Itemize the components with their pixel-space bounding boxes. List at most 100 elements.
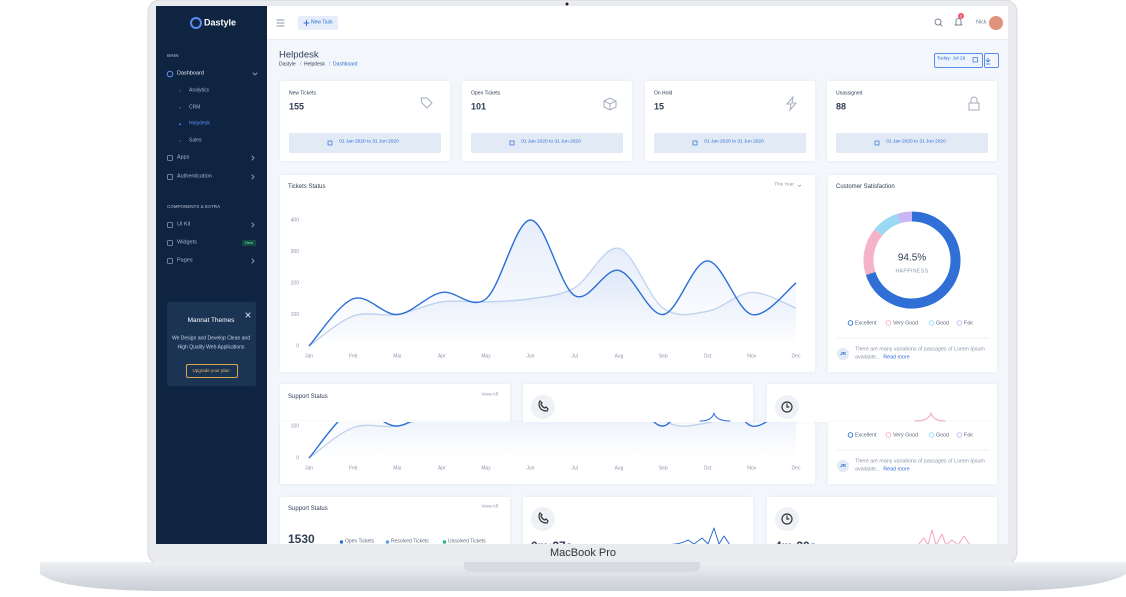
card-title: Tickets Status bbox=[288, 184, 326, 190]
download-button[interactable] bbox=[984, 53, 999, 68]
satisfaction-card bbox=[828, 175, 997, 372]
legend-icon bbox=[928, 432, 935, 438]
menu-item: Authentication bbox=[177, 173, 212, 180]
stat-range: 01 Jan 2020 to 31 Jun 2020 bbox=[704, 139, 764, 145]
legend-dot bbox=[442, 540, 447, 544]
donut-segment bbox=[897, 211, 913, 224]
x-tick-label: Nov bbox=[747, 465, 756, 471]
x-tick-label: Sep bbox=[659, 465, 668, 471]
card-title: Support Status bbox=[288, 394, 328, 400]
support-total: 1530 bbox=[288, 532, 315, 544]
x-tick-label: Oct bbox=[704, 353, 712, 359]
stat-range: 01 Jan 2020 to 31 Jun 2020 bbox=[339, 139, 399, 145]
breadcrumb: Helpdesk bbox=[304, 61, 325, 68]
y-tick-label: 200 bbox=[291, 280, 300, 286]
legend-icon bbox=[885, 432, 892, 438]
calendar-icon bbox=[692, 140, 698, 146]
search-icon[interactable] bbox=[934, 18, 942, 26]
legend-label: Good bbox=[936, 432, 949, 438]
date-button[interactable] bbox=[934, 53, 983, 68]
breadcrumb: Dashboard bbox=[333, 61, 358, 68]
x-tick-label: Oct bbox=[704, 465, 712, 471]
menu-item: Pages bbox=[177, 257, 193, 264]
x-tick-label: Jul bbox=[571, 465, 577, 471]
app: 2 0 100 200 300 400 Jan Feb Mar Apr May Jun Jul Aug S… bbox=[156, 6, 1008, 544]
read-more[interactable]: Read more bbox=[883, 355, 910, 361]
clock-time: 4m:30s bbox=[775, 540, 816, 544]
user-name: Nick bbox=[976, 19, 987, 26]
donut-segment bbox=[863, 229, 883, 275]
breadcrumb-sep: / bbox=[329, 61, 331, 68]
menu-icon bbox=[167, 155, 173, 161]
filter: This Year bbox=[774, 182, 794, 188]
stat-label: On Hold bbox=[654, 90, 673, 97]
section-title: COMPONENTS & EXTRA bbox=[167, 203, 221, 209]
menu-item: Apps bbox=[177, 154, 190, 161]
date-label: Today: Jul 29 bbox=[937, 56, 966, 62]
x-tick-label: Aug bbox=[614, 353, 623, 359]
support-card bbox=[280, 497, 510, 544]
donut-center-value: 94.5% bbox=[898, 253, 926, 264]
read-more[interactable]: Read more bbox=[883, 467, 910, 473]
avatar[interactable] bbox=[989, 16, 1003, 30]
bell-icon[interactable] bbox=[954, 18, 963, 26]
submenu-item: CRM bbox=[189, 104, 201, 111]
x-tick-label: Mar bbox=[393, 353, 402, 359]
topbar bbox=[267, 6, 1008, 40]
legend-label: Excellent bbox=[855, 320, 877, 326]
screen: 2 0 100 200 300 400 Jan Feb Mar Apr May Jun Jul Aug S… bbox=[156, 6, 1008, 544]
comment-avatar-label: JR bbox=[840, 463, 847, 468]
laptop-label: MacBook Pro bbox=[550, 547, 616, 559]
submenu-item: Sales bbox=[189, 137, 202, 144]
legend-icon bbox=[885, 320, 892, 326]
overlay: 2 0 100 200 300 400 Jan Feb Mar Apr May Jun Jul Aug S… bbox=[166, 13, 1003, 544]
legend-label: Excellent bbox=[855, 432, 877, 438]
clock-icon bbox=[781, 401, 793, 413]
range-box bbox=[289, 133, 441, 153]
x-tick-label: Apr bbox=[438, 353, 446, 359]
stat-value: 15 bbox=[654, 101, 665, 112]
stat-icon bbox=[785, 95, 798, 112]
section-title: MAIN bbox=[167, 52, 179, 58]
calendar-icon bbox=[874, 140, 880, 146]
menu-item: Dashboard bbox=[177, 70, 204, 77]
sparkline bbox=[918, 529, 970, 544]
submenu-dot bbox=[179, 90, 181, 92]
x-tick-label: Dec bbox=[792, 465, 801, 471]
promo-button[interactable] bbox=[186, 364, 238, 378]
x-tick-label: Jan bbox=[305, 465, 313, 471]
promo-title: Mannat Themes bbox=[187, 316, 235, 324]
stat-label: New Tickets bbox=[289, 90, 316, 97]
legend-label: Very Good bbox=[893, 320, 918, 326]
satisfaction-panel bbox=[828, 422, 997, 484]
comment-avatar bbox=[837, 460, 849, 472]
stat-range: 01 Jan 2020 to 31 Jun 2020 bbox=[521, 139, 581, 145]
calendar-icon bbox=[327, 140, 333, 146]
close-icon[interactable] bbox=[245, 312, 251, 318]
legend-dot bbox=[339, 540, 344, 544]
view-all: View All bbox=[481, 392, 498, 398]
phone-icon bbox=[538, 399, 549, 412]
plot bbox=[308, 422, 796, 459]
comment-avatar-label: JR bbox=[840, 351, 847, 356]
logo bbox=[190, 17, 202, 29]
legend-dot bbox=[385, 540, 390, 544]
promo-text: We Design and Develop Clean and High Qua… bbox=[171, 335, 250, 351]
phone-icon bbox=[538, 511, 549, 524]
download-icon bbox=[985, 57, 991, 65]
donut-segment bbox=[874, 213, 901, 236]
stat-label: Open Tickets bbox=[471, 90, 501, 97]
submenu-dot bbox=[179, 139, 181, 142]
x-tick-label: Sep bbox=[659, 353, 668, 359]
laptop-base bbox=[40, 562, 1126, 591]
stat-value: 155 bbox=[289, 101, 305, 112]
menu-toggle[interactable] bbox=[276, 19, 285, 27]
legend-icon bbox=[847, 320, 854, 326]
camera bbox=[565, 2, 569, 6]
menu-icon bbox=[167, 174, 173, 180]
submenu-dot bbox=[179, 123, 181, 126]
clock-icon bbox=[781, 513, 793, 525]
new-task-button[interactable] bbox=[298, 16, 338, 30]
series-line bbox=[308, 219, 797, 347]
submenu-item: Helpdesk bbox=[189, 120, 210, 127]
